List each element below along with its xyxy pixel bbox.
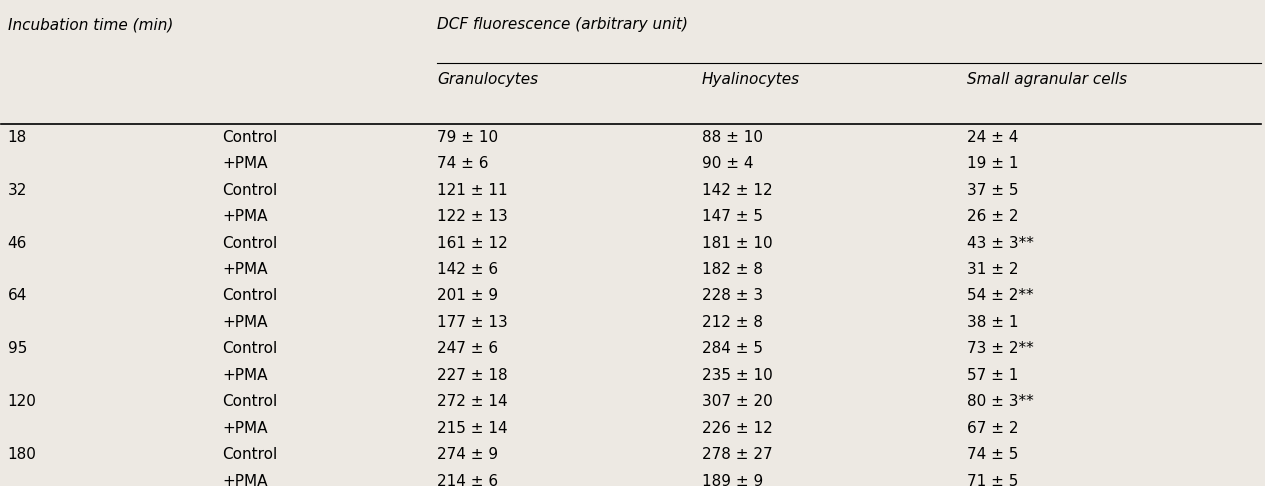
Text: 181 ± 10: 181 ± 10 (702, 236, 773, 251)
Text: 227 ± 18: 227 ± 18 (436, 368, 507, 383)
Text: 226 ± 12: 226 ± 12 (702, 421, 773, 436)
Text: Granulocytes: Granulocytes (436, 72, 538, 87)
Text: Control: Control (223, 183, 277, 198)
Text: Control: Control (223, 447, 277, 462)
Text: +PMA: +PMA (223, 474, 268, 486)
Text: +PMA: +PMA (223, 156, 268, 171)
Text: Small agranular cells: Small agranular cells (966, 72, 1127, 87)
Text: 88 ± 10: 88 ± 10 (702, 130, 763, 145)
Text: +PMA: +PMA (223, 209, 268, 224)
Text: 189 ± 9: 189 ± 9 (702, 474, 763, 486)
Text: 307 ± 20: 307 ± 20 (702, 394, 773, 409)
Text: 272 ± 14: 272 ± 14 (436, 394, 507, 409)
Text: 31 ± 2: 31 ± 2 (966, 262, 1018, 277)
Text: 278 ± 27: 278 ± 27 (702, 447, 773, 462)
Text: 142 ± 12: 142 ± 12 (702, 183, 773, 198)
Text: Control: Control (223, 130, 277, 145)
Text: +PMA: +PMA (223, 262, 268, 277)
Text: 79 ± 10: 79 ± 10 (436, 130, 498, 145)
Text: 37 ± 5: 37 ± 5 (966, 183, 1018, 198)
Text: 26 ± 2: 26 ± 2 (966, 209, 1018, 224)
Text: DCF fluorescence (arbitrary unit): DCF fluorescence (arbitrary unit) (436, 17, 688, 32)
Text: 228 ± 3: 228 ± 3 (702, 289, 763, 303)
Text: 46: 46 (8, 236, 27, 251)
Text: 43 ± 3**: 43 ± 3** (966, 236, 1034, 251)
Text: 247 ± 6: 247 ± 6 (436, 341, 498, 356)
Text: 235 ± 10: 235 ± 10 (702, 368, 773, 383)
Text: +PMA: +PMA (223, 368, 268, 383)
Text: 182 ± 8: 182 ± 8 (702, 262, 763, 277)
Text: Control: Control (223, 289, 277, 303)
Text: 161 ± 12: 161 ± 12 (436, 236, 507, 251)
Text: 54 ± 2**: 54 ± 2** (966, 289, 1034, 303)
Text: 57 ± 1: 57 ± 1 (966, 368, 1018, 383)
Text: Control: Control (223, 394, 277, 409)
Text: 38 ± 1: 38 ± 1 (966, 315, 1018, 330)
Text: 122 ± 13: 122 ± 13 (436, 209, 507, 224)
Text: 121 ± 11: 121 ± 11 (436, 183, 507, 198)
Text: Hyalinocytes: Hyalinocytes (702, 72, 799, 87)
Text: 74 ± 5: 74 ± 5 (966, 447, 1018, 462)
Text: 284 ± 5: 284 ± 5 (702, 341, 763, 356)
Text: 180: 180 (8, 447, 37, 462)
Text: 177 ± 13: 177 ± 13 (436, 315, 507, 330)
Text: 147 ± 5: 147 ± 5 (702, 209, 763, 224)
Text: Incubation time (min): Incubation time (min) (8, 17, 173, 32)
Text: 274 ± 9: 274 ± 9 (436, 447, 498, 462)
Text: 142 ± 6: 142 ± 6 (436, 262, 498, 277)
Text: 64: 64 (8, 289, 27, 303)
Text: 214 ± 6: 214 ± 6 (436, 474, 498, 486)
Text: 32: 32 (8, 183, 27, 198)
Text: 90 ± 4: 90 ± 4 (702, 156, 754, 171)
Text: 212 ± 8: 212 ± 8 (702, 315, 763, 330)
Text: 80 ± 3**: 80 ± 3** (966, 394, 1034, 409)
Text: 67 ± 2: 67 ± 2 (966, 421, 1018, 436)
Text: 201 ± 9: 201 ± 9 (436, 289, 498, 303)
Text: 24 ± 4: 24 ± 4 (966, 130, 1018, 145)
Text: Control: Control (223, 236, 277, 251)
Text: 71 ± 5: 71 ± 5 (966, 474, 1018, 486)
Text: 74 ± 6: 74 ± 6 (436, 156, 488, 171)
Text: 215 ± 14: 215 ± 14 (436, 421, 507, 436)
Text: +PMA: +PMA (223, 421, 268, 436)
Text: 95: 95 (8, 341, 27, 356)
Text: +PMA: +PMA (223, 315, 268, 330)
Text: 73 ± 2**: 73 ± 2** (966, 341, 1034, 356)
Text: Control: Control (223, 341, 277, 356)
Text: 120: 120 (8, 394, 37, 409)
Text: 18: 18 (8, 130, 27, 145)
Text: 19 ± 1: 19 ± 1 (966, 156, 1018, 171)
